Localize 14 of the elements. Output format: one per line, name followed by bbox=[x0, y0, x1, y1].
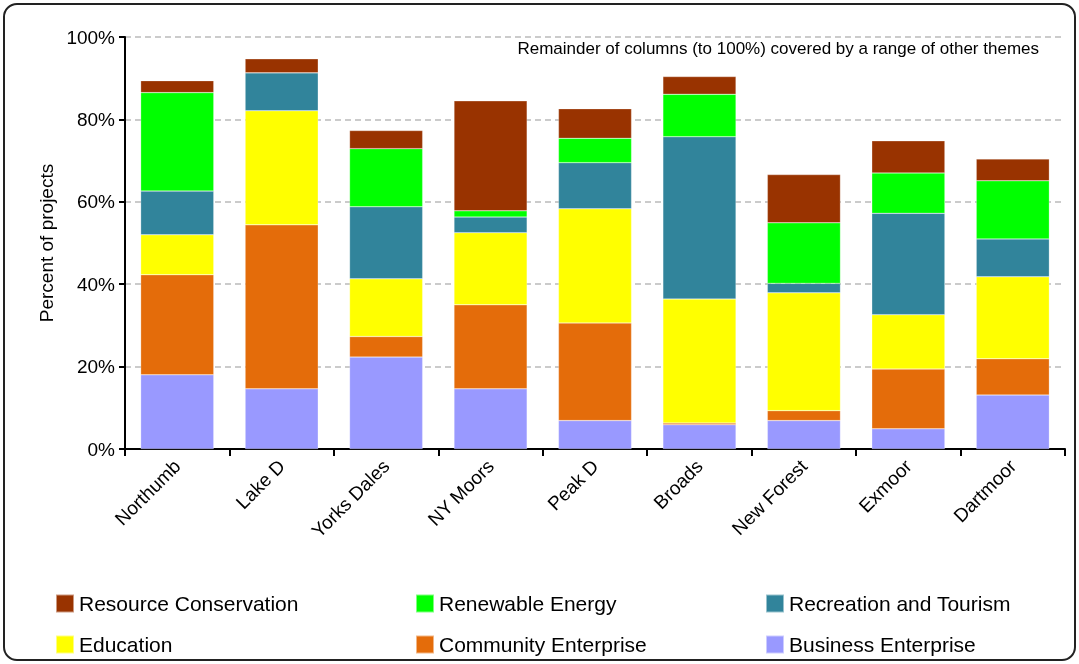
legend-label: Education bbox=[79, 633, 173, 656]
y-axis-title: Percent of projects bbox=[35, 163, 57, 323]
y-tick-label: 100% bbox=[66, 26, 116, 48]
legend-label: Resource Conservation bbox=[79, 592, 299, 615]
legend-label: Business Enterprise bbox=[789, 633, 976, 656]
y-tick-label: 20% bbox=[76, 356, 116, 378]
y-tick-label: 80% bbox=[76, 108, 116, 130]
legend-label: Renewable Energy bbox=[439, 592, 617, 615]
annotation: Remainder of columns (to 100%) covered by a range of other themes bbox=[517, 39, 1039, 58]
y-tick-label: 60% bbox=[76, 191, 116, 213]
y-tick-label: 0% bbox=[87, 438, 116, 460]
legend-label: Recreation and Tourism bbox=[789, 592, 1011, 615]
y-tick-label: 40% bbox=[76, 273, 116, 295]
legend-label: Community Enterprise bbox=[439, 633, 647, 656]
